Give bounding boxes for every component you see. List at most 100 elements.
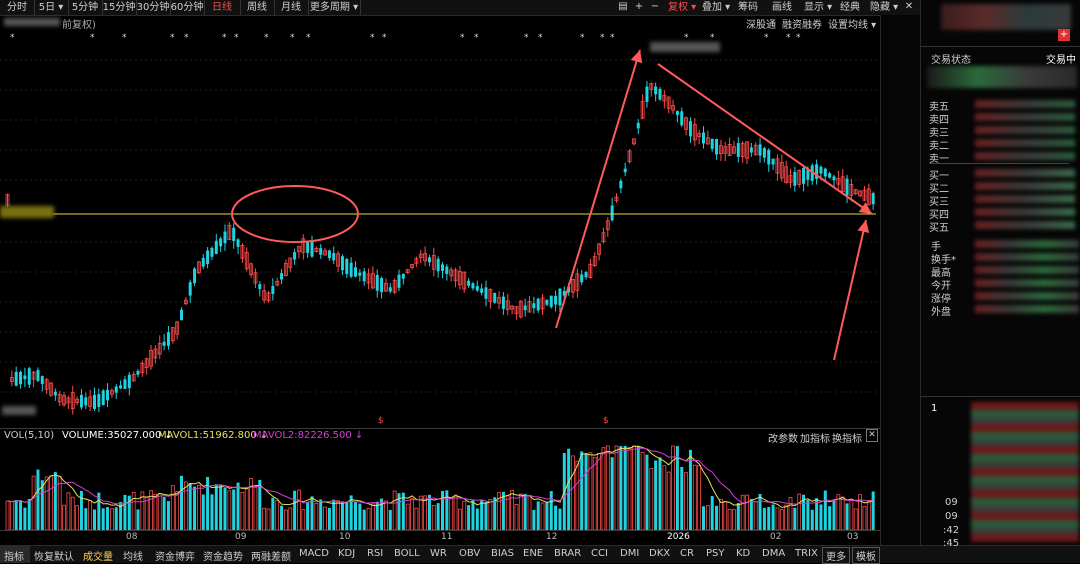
order-book-row[interactable]: 卖二 bbox=[929, 137, 1079, 152]
tab-15min[interactable]: 15分钟 bbox=[102, 0, 137, 15]
volume-bar-down bbox=[106, 507, 110, 530]
tab-indicator[interactable]: 指标 bbox=[4, 552, 24, 563]
candle-down bbox=[223, 231, 227, 244]
hide-button[interactable]: 隐藏 ▾ bbox=[870, 2, 899, 13]
tab-dkx[interactable]: DKX bbox=[649, 548, 671, 559]
order-book-value-blurred bbox=[975, 100, 1075, 108]
tab-fenshi[interactable]: 分时 bbox=[0, 0, 35, 15]
tab-dma[interactable]: DMA bbox=[762, 548, 786, 559]
tab-brar[interactable]: BRAR bbox=[554, 548, 582, 559]
tab-5day[interactable]: 5日 ▾ bbox=[34, 0, 69, 15]
draw-button[interactable]: 画线 bbox=[772, 2, 792, 13]
volume-bar-down bbox=[845, 503, 849, 530]
candle-up bbox=[527, 301, 532, 313]
tab-psy[interactable]: PSY bbox=[706, 548, 725, 559]
candle-down bbox=[806, 169, 810, 180]
tab-daily[interactable]: 日线 bbox=[204, 0, 241, 15]
volume-bar-down bbox=[467, 505, 471, 530]
tab-cr[interactable]: CR bbox=[680, 548, 694, 559]
order-book-row[interactable]: 卖三 bbox=[929, 124, 1079, 139]
candle-down bbox=[201, 257, 205, 267]
order-book-row[interactable]: 卖一 bbox=[929, 150, 1079, 165]
volume-bar-down bbox=[214, 484, 218, 530]
tab-more-periods[interactable]: 更多周期 ▾ bbox=[308, 0, 361, 15]
tab-30min[interactable]: 30分钟 bbox=[136, 0, 171, 15]
volume-bar-up bbox=[283, 509, 288, 530]
tab-bias[interactable]: BIAS bbox=[491, 548, 514, 559]
candle-up bbox=[632, 138, 636, 145]
candle-down bbox=[471, 283, 475, 289]
volume-bar-down bbox=[166, 501, 170, 530]
tab-kdj[interactable]: KDJ bbox=[338, 548, 356, 559]
tab-trix[interactable]: TRIX bbox=[795, 548, 818, 559]
tab-wr[interactable]: WR bbox=[430, 548, 447, 559]
tab-ene[interactable]: ENE bbox=[523, 548, 544, 559]
overlay-button[interactable]: 叠加 ▾ bbox=[702, 2, 731, 13]
candle-down bbox=[532, 303, 536, 309]
candle-up bbox=[614, 196, 619, 201]
order-book-row[interactable]: 卖五 bbox=[929, 98, 1079, 113]
add-indicator-button[interactable]: 加指标 bbox=[800, 434, 830, 445]
candle-down bbox=[236, 239, 240, 247]
tab-macd[interactable]: MACD bbox=[299, 548, 329, 559]
tab-monthly[interactable]: 月线 bbox=[274, 0, 309, 15]
order-book-row[interactable]: 买四 bbox=[929, 206, 1079, 221]
tab-kd[interactable]: KD bbox=[736, 548, 751, 559]
margin-trading-link[interactable]: 融资融券 bbox=[782, 20, 822, 31]
candle-up bbox=[266, 292, 271, 302]
candle-down bbox=[397, 274, 401, 288]
volume-bar-up bbox=[149, 490, 153, 530]
volume-bar-down bbox=[306, 502, 310, 530]
order-book-row[interactable]: 卖四 bbox=[929, 111, 1079, 126]
volume-bar-down bbox=[340, 501, 344, 530]
stat-label: 最高 bbox=[931, 268, 951, 279]
tab-obv[interactable]: OBV bbox=[459, 548, 481, 559]
candle-up bbox=[57, 393, 62, 403]
tab-ma[interactable]: 均线 bbox=[123, 552, 143, 563]
volume-bar-up bbox=[540, 502, 545, 530]
tab-rsi[interactable]: RSI bbox=[367, 548, 384, 559]
candle-down bbox=[388, 287, 392, 292]
date-axis: 08 09 10 11 12 2026 02 03 bbox=[0, 530, 880, 545]
order-book-row[interactable]: 买二 bbox=[929, 180, 1079, 195]
tab-weekly[interactable]: 周线 bbox=[240, 0, 275, 15]
close-icon[interactable]: ✕ bbox=[866, 429, 878, 442]
tab-fund-trend[interactable]: 资金趋势 bbox=[203, 552, 243, 563]
tab-60min[interactable]: 60分钟 bbox=[170, 0, 205, 15]
tab-boll[interactable]: BOLL bbox=[394, 548, 420, 559]
volume-bar-down bbox=[236, 482, 240, 530]
volume-bar-up bbox=[297, 489, 301, 530]
candle-up bbox=[588, 263, 593, 278]
close-icon[interactable]: ✕ bbox=[904, 1, 914, 12]
hk-connect-link[interactable]: 深股通 bbox=[746, 20, 776, 31]
candlestick-chart[interactable]: * * * * * * * * * * * * * * * * * * * * * * * * $ $ bbox=[0, 30, 880, 428]
candle-down bbox=[493, 293, 497, 303]
volume-bars bbox=[5, 445, 875, 530]
plus-icon[interactable]: + bbox=[634, 1, 644, 12]
order-book-row[interactable]: 买五 bbox=[929, 219, 1079, 234]
trend-arrow-line bbox=[833, 219, 867, 361]
grid-icon[interactable]: ▤ bbox=[618, 1, 628, 12]
volume-bar-up bbox=[240, 491, 245, 530]
chips-button[interactable]: 筹码 bbox=[738, 2, 758, 13]
tab-restore-default[interactable]: 恢复默认 bbox=[34, 552, 74, 563]
minus-icon[interactable]: − bbox=[650, 1, 660, 12]
tab-margin-diff[interactable]: 两融差额 bbox=[251, 552, 291, 563]
switch-indicator-button[interactable]: 换指标 bbox=[832, 434, 862, 445]
classic-button[interactable]: 经典 bbox=[840, 2, 860, 13]
tab-5min[interactable]: 5分钟 bbox=[68, 0, 103, 15]
volume-bar-down bbox=[397, 493, 401, 530]
change-params-button[interactable]: 改参数 bbox=[768, 434, 798, 445]
tab-cci[interactable]: CCI bbox=[591, 548, 608, 559]
tab-fund-game[interactable]: 资金博弈 bbox=[155, 552, 195, 563]
order-book-row[interactable]: 买三 bbox=[929, 193, 1079, 208]
more-button[interactable]: 更多 bbox=[822, 547, 850, 564]
display-button[interactable]: 显示 ▾ bbox=[804, 2, 833, 13]
ma-settings-link[interactable]: 设置均线 ▾ bbox=[828, 20, 877, 31]
add-plus-icon[interactable]: + bbox=[1058, 29, 1070, 41]
fuquan-button[interactable]: 复权 ▾ bbox=[668, 2, 697, 13]
tab-volume[interactable]: 成交量 bbox=[83, 552, 113, 563]
template-button[interactable]: 模板 bbox=[852, 547, 880, 564]
tab-dmi[interactable]: DMI bbox=[620, 548, 640, 559]
order-book-row[interactable]: 买一 bbox=[929, 167, 1079, 182]
